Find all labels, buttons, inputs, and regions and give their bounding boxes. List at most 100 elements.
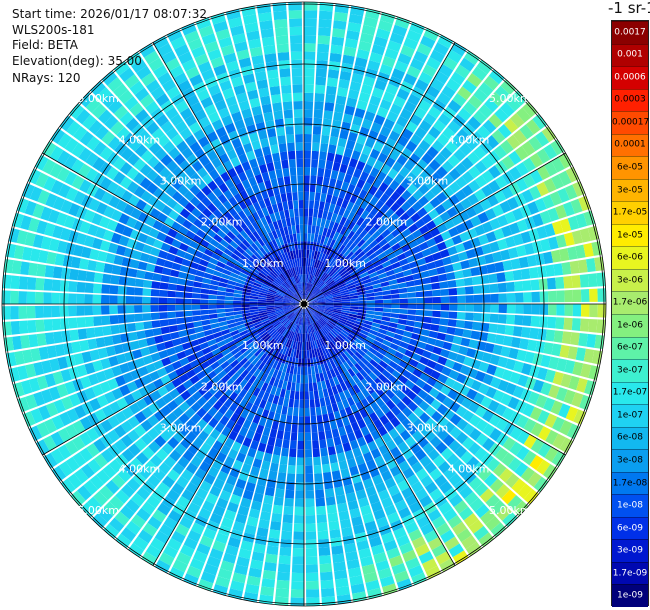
ray-gate	[228, 256, 238, 265]
ray-gate	[264, 486, 275, 497]
ray-gate	[274, 266, 282, 275]
ray-gate	[305, 291, 309, 300]
ray-gate	[398, 287, 408, 294]
colorbar-bin: 0.0003	[612, 88, 648, 112]
ray-gate	[18, 291, 28, 304]
ray-gate	[119, 111, 134, 126]
ray-gate	[404, 249, 414, 258]
ray-gate	[199, 535, 214, 548]
ray-gate	[71, 341, 82, 354]
ray-gate	[28, 334, 39, 348]
ray-gate	[462, 268, 472, 278]
ray-gate	[357, 360, 366, 369]
ray-gate	[121, 448, 135, 462]
ray-gate	[242, 349, 252, 358]
ray-gate	[304, 191, 310, 201]
ray-gate	[16, 230, 28, 245]
ray-gate	[184, 166, 197, 178]
ray-gate	[448, 194, 460, 206]
ray-gate	[329, 351, 336, 360]
ray-gate	[293, 295, 301, 302]
ray-gate	[372, 260, 382, 268]
ray-gate	[228, 217, 238, 227]
ray-gate	[443, 508, 458, 522]
ray-gate	[273, 321, 281, 328]
ray-gate	[293, 315, 298, 324]
ray-gate	[342, 416, 351, 427]
ray-gate	[231, 76, 244, 88]
ray-gate	[304, 109, 313, 118]
ray-gate	[13, 245, 25, 260]
ray-gate	[294, 391, 300, 400]
ray-gate	[430, 172, 442, 184]
ray-gate	[448, 439, 461, 453]
ray-gate	[383, 265, 394, 273]
ray-gate	[393, 266, 403, 274]
ray-gate	[280, 316, 288, 323]
ray-gate	[289, 233, 294, 243]
ray-gate	[386, 547, 401, 560]
ray-gate	[332, 231, 340, 241]
ray-gate	[236, 49, 250, 61]
ray-gate	[472, 110, 488, 125]
ray-gate	[280, 262, 287, 272]
ray-gate	[497, 379, 509, 392]
ray-gate	[315, 356, 321, 366]
ray-gate	[333, 305, 342, 308]
ray-gate	[290, 242, 296, 251]
ray-gate	[134, 313, 144, 322]
ray-gate	[202, 173, 213, 185]
ray-gate	[182, 449, 195, 462]
ray-gate	[374, 79, 387, 91]
ray-gate	[341, 304, 351, 307]
ray-gate	[242, 360, 251, 370]
ray-gate	[351, 223, 360, 233]
ray-gate	[191, 298, 201, 304]
ray-gate	[246, 275, 256, 282]
ray-gate	[382, 312, 392, 318]
ray-gate	[157, 502, 171, 516]
ray-gate	[264, 179, 272, 190]
ray-gate	[358, 332, 368, 340]
ray-gate	[356, 287, 366, 293]
ray-gate	[301, 358, 304, 367]
ray-gate	[105, 252, 116, 264]
ray-gate	[350, 123, 361, 135]
ray-gate	[579, 227, 591, 243]
ray-gate	[308, 341, 312, 350]
ray-gate	[278, 463, 288, 474]
ray-gate	[385, 83, 399, 96]
ray-gate	[358, 91, 371, 103]
ray-gate	[317, 305, 326, 308]
ray-gate	[275, 352, 282, 362]
ray-gate	[307, 258, 311, 267]
ray-gate	[351, 473, 362, 484]
ray-gate	[161, 50, 177, 64]
ray-gate	[154, 530, 170, 545]
ray-gate	[331, 119, 342, 130]
ray-gate	[186, 94, 200, 107]
ray-gate	[239, 329, 249, 337]
ray-gate	[418, 183, 430, 195]
ray-gate	[363, 16, 378, 28]
colorbar-bin: 0.001	[612, 43, 648, 67]
ray-gate	[389, 284, 399, 290]
ray-gate	[471, 66, 488, 81]
ray-gate	[319, 318, 327, 325]
ray-gate	[409, 22, 425, 35]
ray-gate	[245, 236, 254, 246]
ray-gate	[223, 509, 237, 521]
ray-gate	[384, 247, 394, 256]
ray-gate	[359, 408, 369, 419]
ray-gate	[344, 406, 354, 417]
ray-gate	[444, 334, 455, 343]
ray-gate	[314, 331, 320, 340]
ray-gate	[547, 316, 557, 329]
ray-gate	[462, 410, 475, 423]
ray-gate	[160, 404, 172, 417]
ray-gate	[341, 399, 350, 409]
ray-gate	[134, 411, 147, 424]
ray-gate	[492, 251, 503, 263]
ray-gate	[422, 442, 435, 455]
ray-gate	[314, 290, 322, 297]
